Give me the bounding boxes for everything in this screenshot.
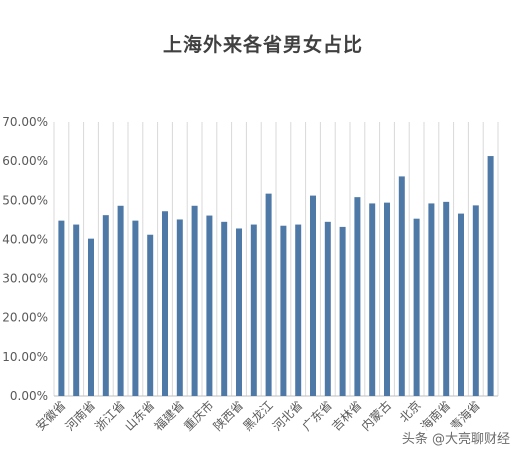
bar	[384, 202, 390, 396]
bar	[88, 238, 94, 396]
bar	[413, 218, 420, 396]
bar	[147, 234, 154, 396]
bar	[339, 226, 346, 396]
bar	[265, 193, 272, 396]
y-tick-label: 20.00%	[2, 311, 48, 325]
bar	[191, 205, 198, 396]
x-tick-label: 重庆市	[180, 398, 216, 434]
bar	[398, 176, 405, 396]
bar	[458, 213, 464, 396]
bar	[102, 215, 109, 396]
bar	[206, 215, 213, 396]
x-tick-label: 浙江省	[92, 398, 127, 433]
bar	[236, 228, 242, 396]
y-tick-label: 40.00%	[2, 232, 48, 246]
y-tick-label: 60.00%	[2, 154, 48, 168]
bar	[428, 203, 435, 396]
bar	[369, 203, 376, 396]
bar	[73, 224, 80, 396]
bar	[162, 211, 168, 396]
x-tick-label: 山东省	[122, 398, 157, 433]
bar	[487, 156, 494, 396]
x-tick-label: 河南省	[62, 398, 98, 434]
bar	[132, 220, 139, 396]
bar	[221, 221, 228, 396]
y-tick-label: 30.00%	[2, 272, 48, 286]
bar	[117, 205, 124, 396]
x-tick-label: 广东省	[300, 398, 335, 433]
y-tick-label: 70.00%	[2, 115, 48, 129]
x-tick-label: 河北省	[270, 398, 305, 433]
bar	[295, 224, 302, 396]
bar	[58, 220, 65, 396]
bar	[472, 205, 479, 396]
bar	[354, 197, 361, 396]
y-tick-label: 50.00%	[2, 193, 48, 207]
y-tick-label: 10.00%	[2, 350, 48, 364]
bar	[250, 224, 257, 396]
x-tick-label: 吉林省	[329, 398, 364, 433]
watermark: 头条 @大亮聊财经	[397, 427, 514, 448]
x-tick-label: 黑龙江	[240, 398, 275, 433]
bar	[310, 195, 316, 396]
x-tick-label: 陕西省	[210, 398, 246, 434]
y-tick-label: 0.00%	[10, 389, 48, 403]
bar	[443, 201, 450, 396]
bar	[324, 221, 331, 396]
bar	[176, 219, 183, 396]
bar	[280, 225, 287, 396]
chart-title: 上海外来各省男女占比	[162, 34, 363, 56]
x-tick-label: 福建省	[151, 398, 187, 434]
x-tick-label: 内蒙古	[358, 398, 394, 434]
